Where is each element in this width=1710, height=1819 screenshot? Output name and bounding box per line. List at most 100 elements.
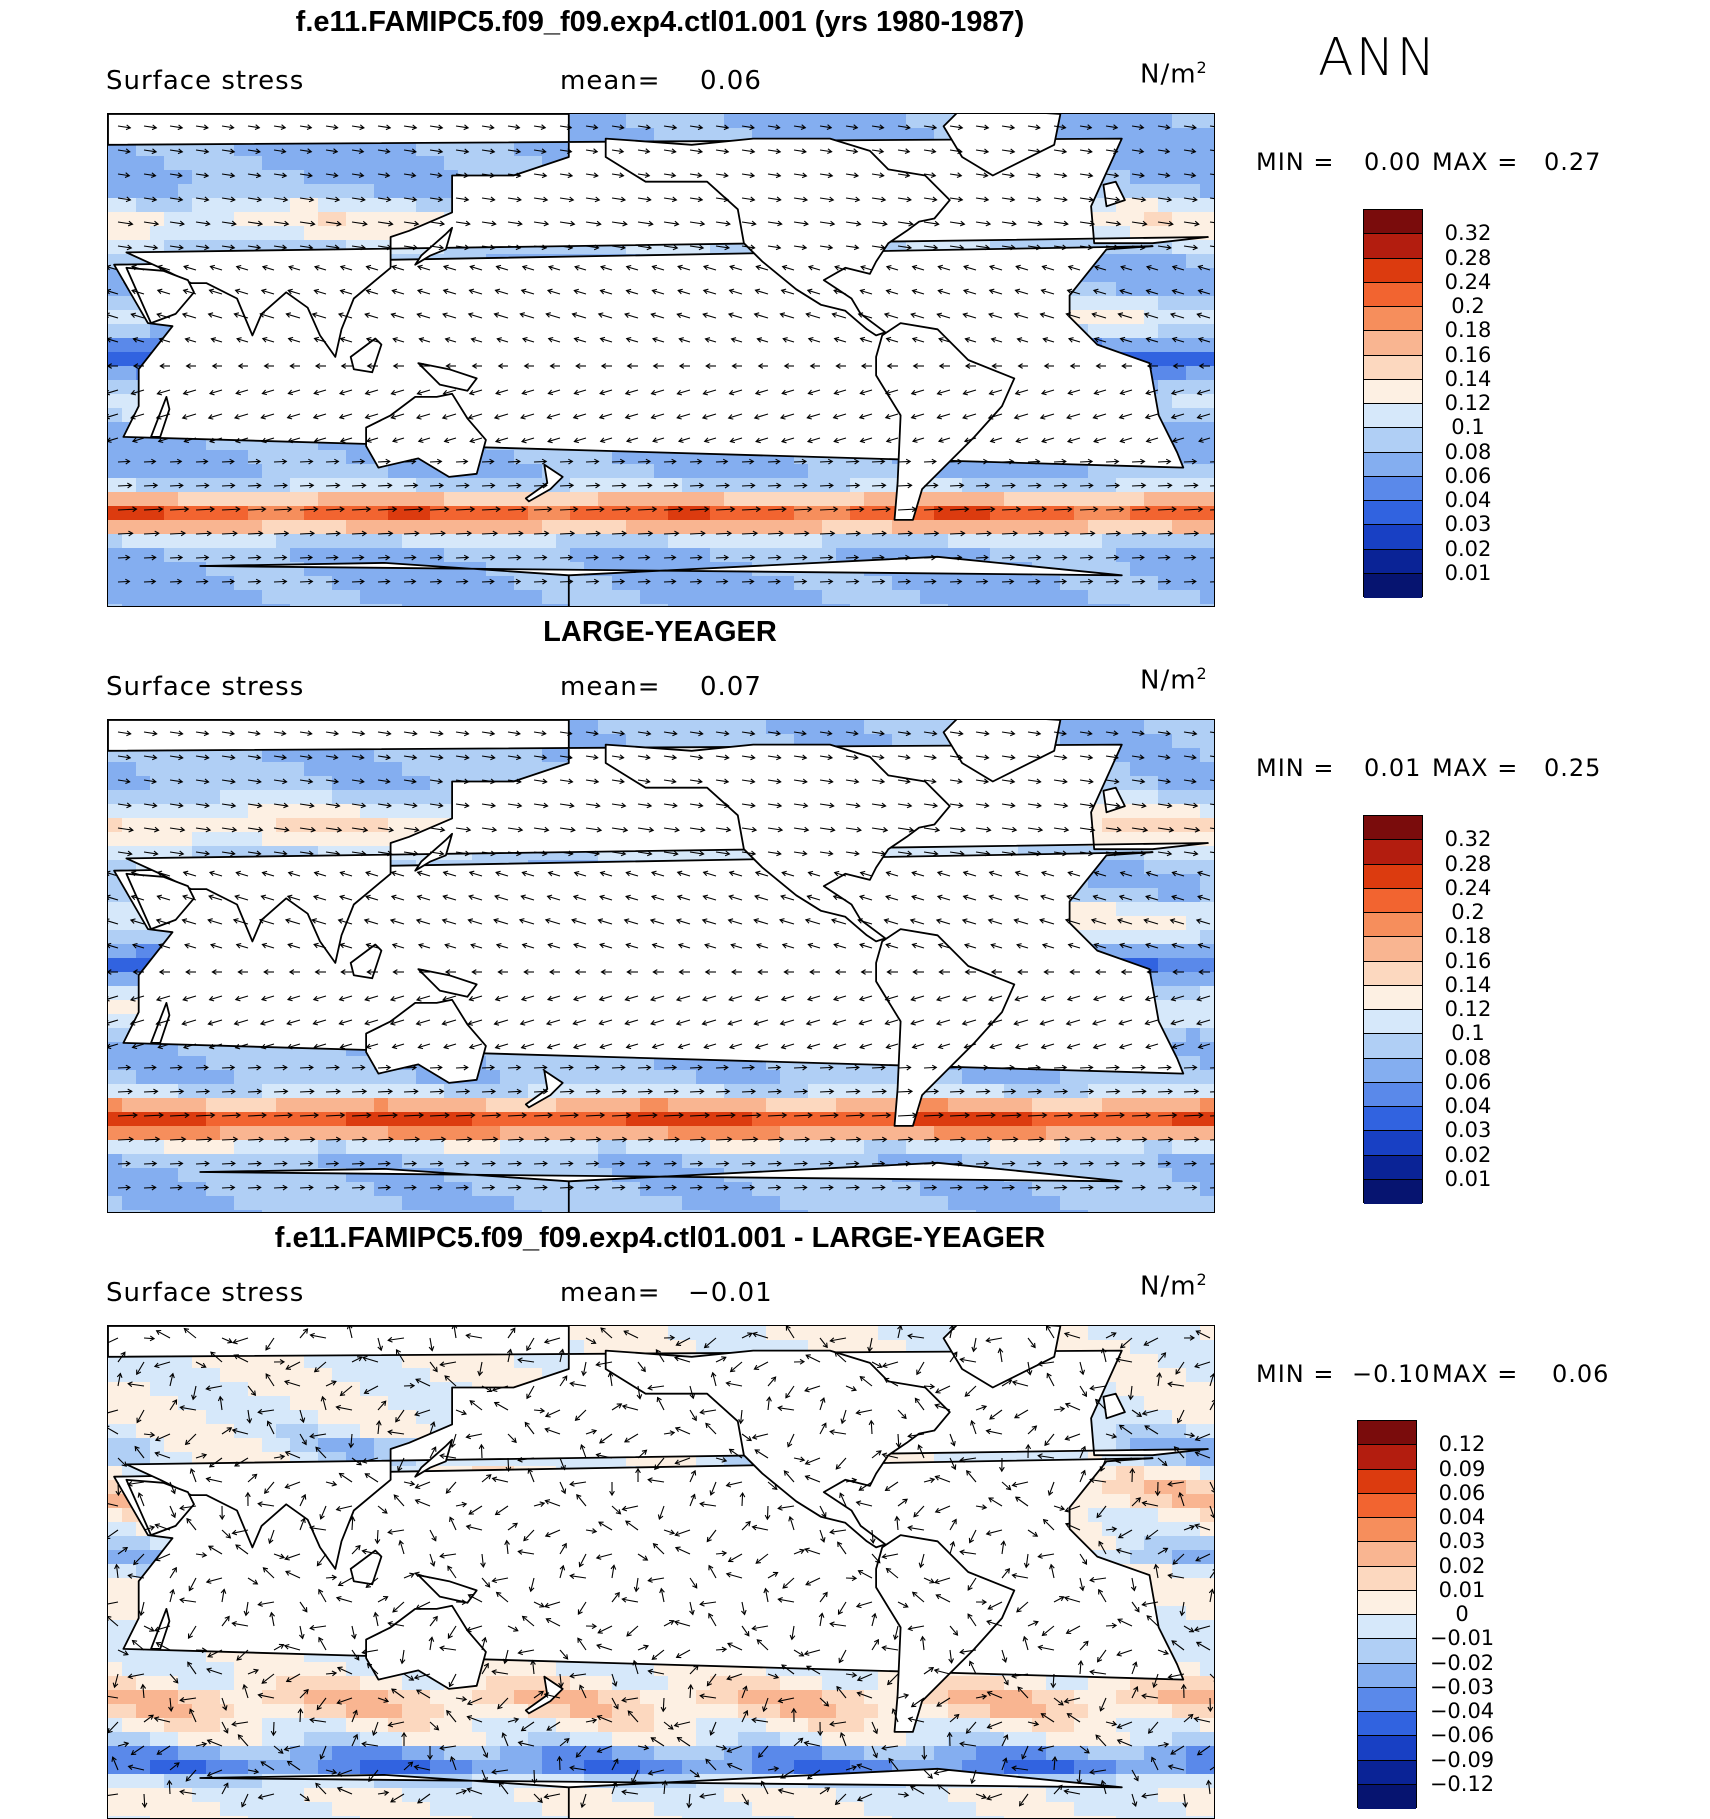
panel-1-min-label: MIN = — [1256, 148, 1334, 176]
field-cell — [1046, 604, 1061, 606]
field-cell — [1200, 254, 1214, 269]
field-cell — [934, 590, 949, 605]
field-cell — [724, 604, 739, 606]
field-cell — [1116, 268, 1131, 283]
panel-1-title: f.e11.FAMIPC5.f09_f09.exp4.ctl01.001 (yr… — [108, 6, 1212, 39]
field-cell — [276, 198, 291, 213]
field-cell — [360, 226, 375, 241]
field-cell — [346, 170, 361, 185]
field-cell — [486, 748, 501, 763]
field-cell — [318, 762, 333, 777]
field-cell — [402, 762, 417, 777]
field-cell — [164, 576, 179, 591]
wind-arrow — [326, 581, 338, 582]
panel-2-units: N/m2 — [1140, 664, 1208, 696]
field-cell — [1102, 506, 1117, 521]
field-cell — [1130, 590, 1145, 605]
field-cell — [1130, 282, 1145, 297]
field-cell — [430, 604, 445, 606]
field-cell — [290, 534, 305, 549]
field-cell — [892, 590, 907, 605]
field-cell — [752, 492, 767, 507]
field-cell — [724, 548, 739, 563]
field-cell — [598, 590, 613, 605]
field-cell — [1186, 464, 1201, 479]
field-cell — [122, 394, 137, 409]
wind-arrow — [482, 557, 494, 558]
field-cell — [108, 478, 123, 493]
field-cell — [220, 212, 235, 227]
field-cell — [556, 450, 571, 465]
panel-1-min-value: 0.00 — [1364, 148, 1421, 176]
field-cell — [1074, 520, 1089, 535]
field-cell — [290, 776, 305, 791]
field-cell — [934, 604, 949, 606]
field-cell — [1130, 198, 1145, 213]
field-cell — [1186, 184, 1201, 199]
field-cell — [1088, 464, 1103, 479]
field-cell — [1130, 128, 1145, 143]
field-cell — [388, 156, 403, 171]
wind-arrow — [1080, 461, 1092, 462]
field-cell — [402, 776, 417, 791]
field-cell — [108, 506, 123, 521]
wind-arrow — [794, 533, 809, 534]
field-cell — [1200, 562, 1214, 577]
field-cell — [458, 762, 473, 777]
field-cell — [962, 590, 977, 605]
field-cell — [1144, 296, 1159, 311]
field-cell — [598, 114, 613, 129]
wind-arrow — [274, 461, 286, 462]
wind-arrow — [378, 533, 392, 534]
colorbar-swatches — [1363, 209, 1423, 597]
field-cell — [752, 548, 767, 563]
wind-arrow — [872, 533, 886, 534]
field-cell — [1116, 548, 1131, 563]
field-cell — [528, 464, 543, 479]
field-cell — [416, 170, 431, 185]
field-cell — [1116, 212, 1131, 227]
field-cell — [598, 492, 613, 507]
wind-arrow — [976, 485, 989, 486]
field-cell — [976, 534, 991, 549]
field-cell — [206, 762, 221, 777]
field-cell — [1172, 268, 1187, 283]
wind-arrow — [664, 533, 678, 534]
field-cell — [248, 156, 263, 171]
field-cell — [318, 226, 333, 241]
field-cell — [1186, 170, 1201, 185]
field-cell — [430, 184, 445, 199]
field-cell — [794, 604, 809, 606]
field-cell — [766, 604, 781, 606]
field-cell — [402, 492, 417, 507]
field-cell — [1060, 548, 1075, 563]
field-cell — [612, 604, 627, 606]
field-cell — [1102, 576, 1117, 591]
field-cell — [304, 590, 319, 605]
field-cell — [304, 776, 319, 791]
field-cell — [122, 184, 137, 199]
field-cell — [444, 520, 459, 535]
wind-arrow — [1132, 581, 1144, 582]
field-cell — [290, 576, 305, 591]
field-cell — [262, 212, 277, 227]
field-cell — [864, 604, 879, 606]
field-cell — [486, 576, 501, 591]
field-cell — [416, 548, 431, 563]
field-cell — [514, 576, 529, 591]
field-cell — [738, 604, 753, 606]
field-cell — [220, 184, 235, 199]
field-cell — [108, 198, 123, 213]
wind-arrow — [1080, 533, 1094, 534]
field-cell — [416, 464, 431, 479]
field-cell — [1144, 762, 1159, 777]
field-cell — [612, 506, 627, 521]
field-cell — [206, 604, 221, 606]
field-cell — [192, 762, 207, 777]
field-cell — [136, 226, 151, 241]
field-cell — [542, 604, 557, 606]
wind-arrow — [352, 461, 364, 462]
colorbar-swatch — [1364, 283, 1422, 307]
field-cell — [878, 114, 893, 129]
field-cell — [164, 562, 179, 577]
